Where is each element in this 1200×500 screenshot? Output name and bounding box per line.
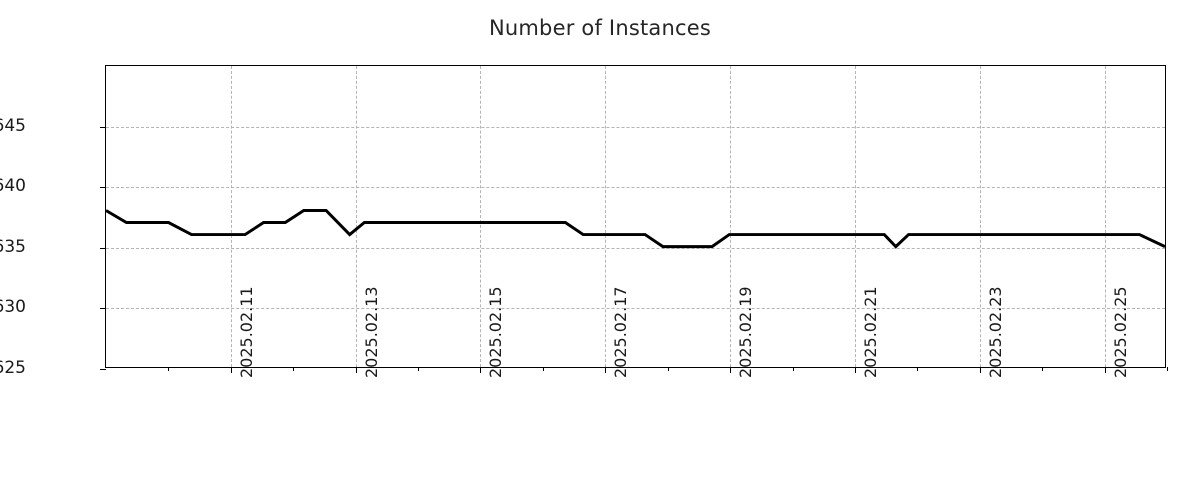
gridline-vertical <box>979 66 981 367</box>
y-tick-mark <box>100 369 106 370</box>
y-tick-mark <box>100 126 106 128</box>
y-tick-mark <box>100 187 106 189</box>
gridline-vertical <box>605 66 607 367</box>
x-tick-label: 2025.02.15 <box>486 286 506 378</box>
y-tick-label: 625 <box>0 358 26 378</box>
y-tick-label: 630 <box>0 297 26 318</box>
gridline-vertical <box>355 66 357 367</box>
x-tick-mark-minor <box>1167 367 1168 371</box>
x-tick-mark <box>355 367 357 373</box>
x-tick-mark-minor <box>792 367 794 371</box>
x-tick-mark-minor <box>1042 367 1044 371</box>
gridline-vertical <box>480 66 482 367</box>
y-tick-label: 645 <box>0 115 26 136</box>
x-tick-mark-minor <box>418 367 420 371</box>
y-tick-label: 640 <box>0 176 26 197</box>
gridline-vertical <box>230 66 232 367</box>
x-tick-label: 2025.02.11 <box>236 286 256 378</box>
gridline-vertical <box>854 66 856 367</box>
x-tick-label: 2025.02.25 <box>1110 286 1130 378</box>
x-tick-label: 2025.02.23 <box>985 286 1005 378</box>
gridline-vertical <box>1104 66 1106 367</box>
x-tick-label: 2025.02.21 <box>860 286 880 378</box>
x-tick-mark-minor <box>293 367 295 371</box>
gridlines <box>106 66 1165 367</box>
gridline-horizontal <box>106 126 1165 128</box>
x-tick-mark-minor <box>917 367 919 371</box>
x-tick-mark <box>230 367 232 373</box>
x-tick-mark <box>1104 367 1106 373</box>
chart-title: Number of Instances <box>488 16 711 40</box>
data-line-layer <box>105 208 1166 249</box>
y-tick-mark <box>100 308 106 310</box>
x-tick-mark-minor <box>542 367 544 371</box>
x-tick-mark-minor <box>168 367 170 371</box>
x-tick-mark <box>730 367 732 373</box>
series-line-number-of-instances <box>105 208 1166 249</box>
plot-area <box>100 65 1168 373</box>
x-tick-mark-minor <box>667 367 669 371</box>
x-tick-mark <box>605 367 607 373</box>
y-tick-label: 635 <box>0 236 26 257</box>
y-tick-mark <box>100 247 106 249</box>
x-tick-mark <box>979 367 981 373</box>
x-tick-label: 2025.02.19 <box>736 286 756 378</box>
gridline-vertical <box>730 66 732 367</box>
x-tick-mark <box>480 367 482 373</box>
gridline-horizontal <box>106 187 1165 189</box>
gridline-horizontal <box>106 308 1165 310</box>
x-tick-label: 2025.02.13 <box>361 286 381 378</box>
x-tick-label: 2025.02.17 <box>611 286 631 378</box>
gridline-horizontal <box>106 247 1165 249</box>
x-tick-mark <box>854 367 856 373</box>
